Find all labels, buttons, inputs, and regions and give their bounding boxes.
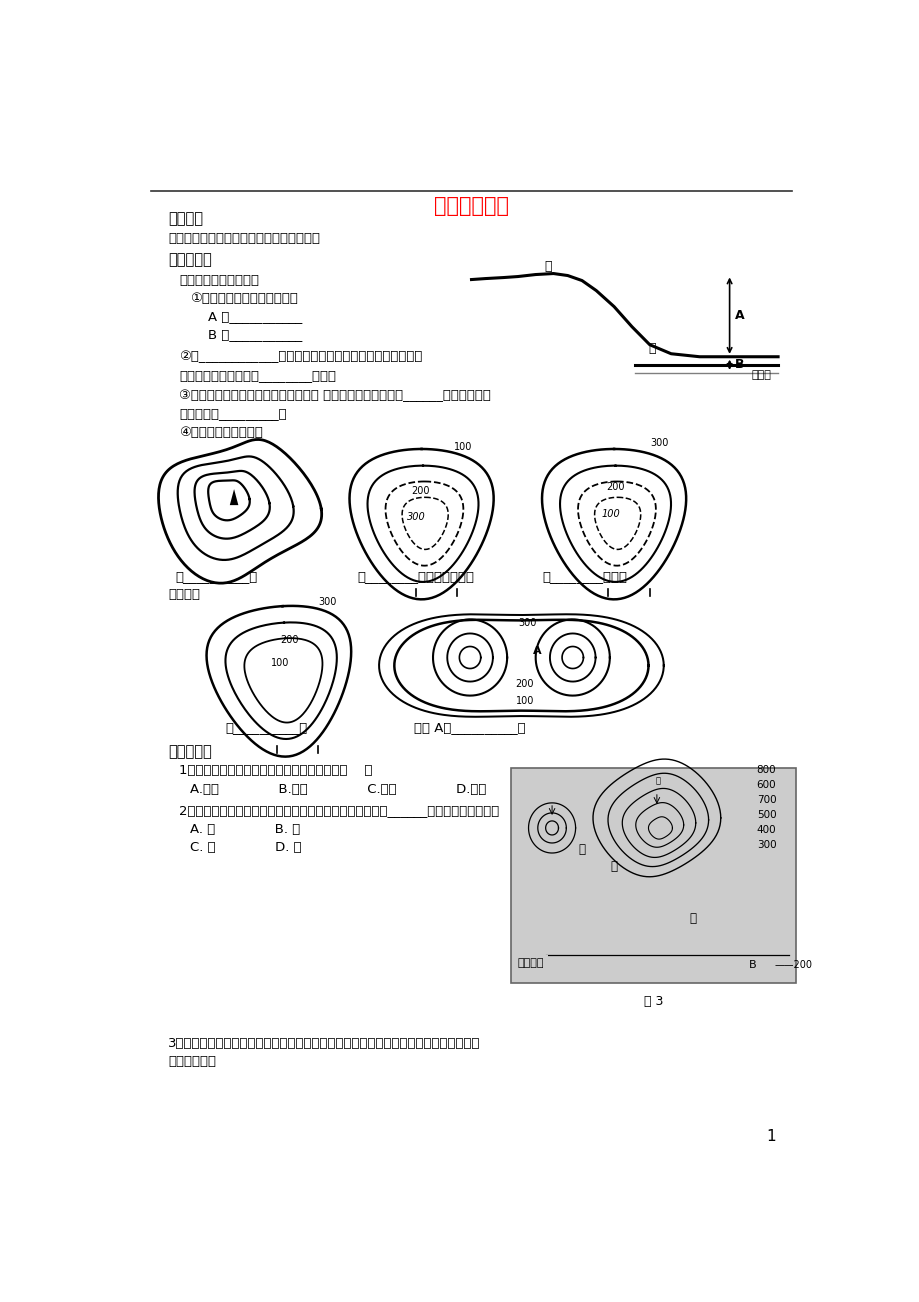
Text: 基础知识：: 基础知识： bbox=[168, 253, 212, 267]
Text: ③等高线的疏密状况表示坡度的陡与缓 坡度陡的地方，等高线______，坡度缓的地: ③等高线的疏密状况表示坡度的陡与缓 坡度陡的地方，等高线______，坡度缓的地 bbox=[179, 389, 491, 402]
Text: 方，等高线_________。: 方，等高线_________。 bbox=[179, 408, 287, 421]
Text: C. 丙              D. 丁: C. 丙 D. 丁 bbox=[189, 841, 301, 854]
Text: 200: 200 bbox=[606, 482, 624, 492]
Bar bbox=[510, 768, 795, 983]
Text: A: A bbox=[532, 647, 540, 656]
Text: 甲: 甲 bbox=[544, 260, 551, 273]
Text: 600: 600 bbox=[756, 780, 776, 790]
Text: 习题巩固：: 习题巩固： bbox=[168, 745, 212, 759]
Text: 1、在分层设色地形图上，绿色表示的地形是（    ）: 1、在分层设色地形图上，绿色表示的地形是（ ） bbox=[179, 764, 372, 777]
Text: （________）（图中虚线）: （________）（图中虚线） bbox=[357, 570, 474, 583]
Text: 700: 700 bbox=[756, 794, 776, 805]
Text: 800: 800 bbox=[756, 764, 776, 775]
Text: 100: 100 bbox=[600, 509, 619, 519]
Text: 图 3: 图 3 bbox=[643, 995, 663, 1008]
Text: 丨: 丨 bbox=[655, 777, 660, 786]
Text: ①海拔和相对高度（如右图）: ①海拔和相对高度（如右图） bbox=[189, 292, 298, 305]
Text: B: B bbox=[733, 358, 743, 371]
Text: 100: 100 bbox=[271, 658, 289, 668]
Text: 100: 100 bbox=[453, 441, 471, 452]
Text: 1: 1 bbox=[766, 1129, 775, 1144]
Text: （________）（图: （________）（图 bbox=[542, 570, 627, 583]
Text: 学会分析地形图，掌握常见的等高线地形图: 学会分析地形图，掌握常见的等高线地形图 bbox=[168, 232, 320, 245]
Polygon shape bbox=[230, 490, 238, 505]
Text: 300: 300 bbox=[649, 437, 667, 448]
Text: A 是___________: A 是___________ bbox=[208, 310, 301, 323]
Text: 图中 A（__________）: 图中 A（__________） bbox=[414, 721, 526, 734]
Text: ②把____________相同的点连接成的线就是等高线，同一条: ②把____________相同的点连接成的线就是等高线，同一条 bbox=[179, 350, 422, 363]
Text: 300: 300 bbox=[406, 512, 425, 522]
Text: 200: 200 bbox=[280, 635, 299, 646]
Text: A. 甲              B. 乙: A. 甲 B. 乙 bbox=[189, 823, 300, 836]
Text: 学习目标: 学习目标 bbox=[168, 211, 203, 227]
Text: A: A bbox=[733, 309, 743, 322]
Text: 300: 300 bbox=[318, 598, 336, 607]
Text: B 是___________: B 是___________ bbox=[208, 328, 301, 341]
Text: 容最详细的是: 容最详细的是 bbox=[168, 1055, 216, 1068]
Text: 丙: 丙 bbox=[578, 844, 584, 857]
Text: A.丘陵              B.平原              C.山地              D.高原: A.丘陵 B.平原 C.山地 D.高原 bbox=[189, 784, 486, 797]
Text: 等高线上的任意两点的________相同。: 等高线上的任意两点的________相同。 bbox=[179, 370, 335, 383]
Text: 乙: 乙 bbox=[647, 342, 655, 355]
Text: 500: 500 bbox=[756, 810, 776, 820]
Text: 海平面: 海平面 bbox=[751, 370, 771, 380]
Text: 地形图的判读: 地形图的判读 bbox=[434, 197, 508, 216]
Text: 3、图幅大小相同的四幅地图：世界地图、中国地图、广东省地图、湛江市地图，表示内: 3、图幅大小相同的四幅地图：世界地图、中国地图、广东省地图、湛江市地图，表示内 bbox=[168, 1036, 481, 1049]
Text: 100: 100 bbox=[516, 695, 534, 706]
Text: 甲: 甲 bbox=[610, 859, 617, 872]
Text: 300: 300 bbox=[756, 840, 776, 850]
Text: ——200: ——200 bbox=[774, 961, 811, 970]
Text: （__________）: （__________） bbox=[225, 721, 308, 734]
Text: B: B bbox=[748, 961, 756, 970]
Text: 等高线地形图的判读：: 等高线地形图的判读： bbox=[179, 273, 259, 286]
Text: 200: 200 bbox=[516, 678, 534, 689]
Text: 2、野外攀岩活动是指攀爬坡度很陡的天然岩石峭壁，图中______处适合开展此活动。: 2、野外攀岩活动是指攀爬坡度很陡的天然岩石峭壁，图中______处适合开展此活动… bbox=[179, 805, 499, 818]
Text: 300: 300 bbox=[517, 618, 536, 629]
Text: 中虚线）: 中虚线） bbox=[168, 587, 200, 600]
Text: 200: 200 bbox=[411, 486, 429, 496]
Text: ④常见的等高线地形图: ④常见的等高线地形图 bbox=[179, 427, 263, 440]
Text: 乙: 乙 bbox=[688, 911, 696, 924]
Text: （__________）: （__________） bbox=[176, 570, 257, 583]
Text: 单位：米: 单位：米 bbox=[517, 958, 544, 969]
Text: 400: 400 bbox=[756, 825, 776, 835]
